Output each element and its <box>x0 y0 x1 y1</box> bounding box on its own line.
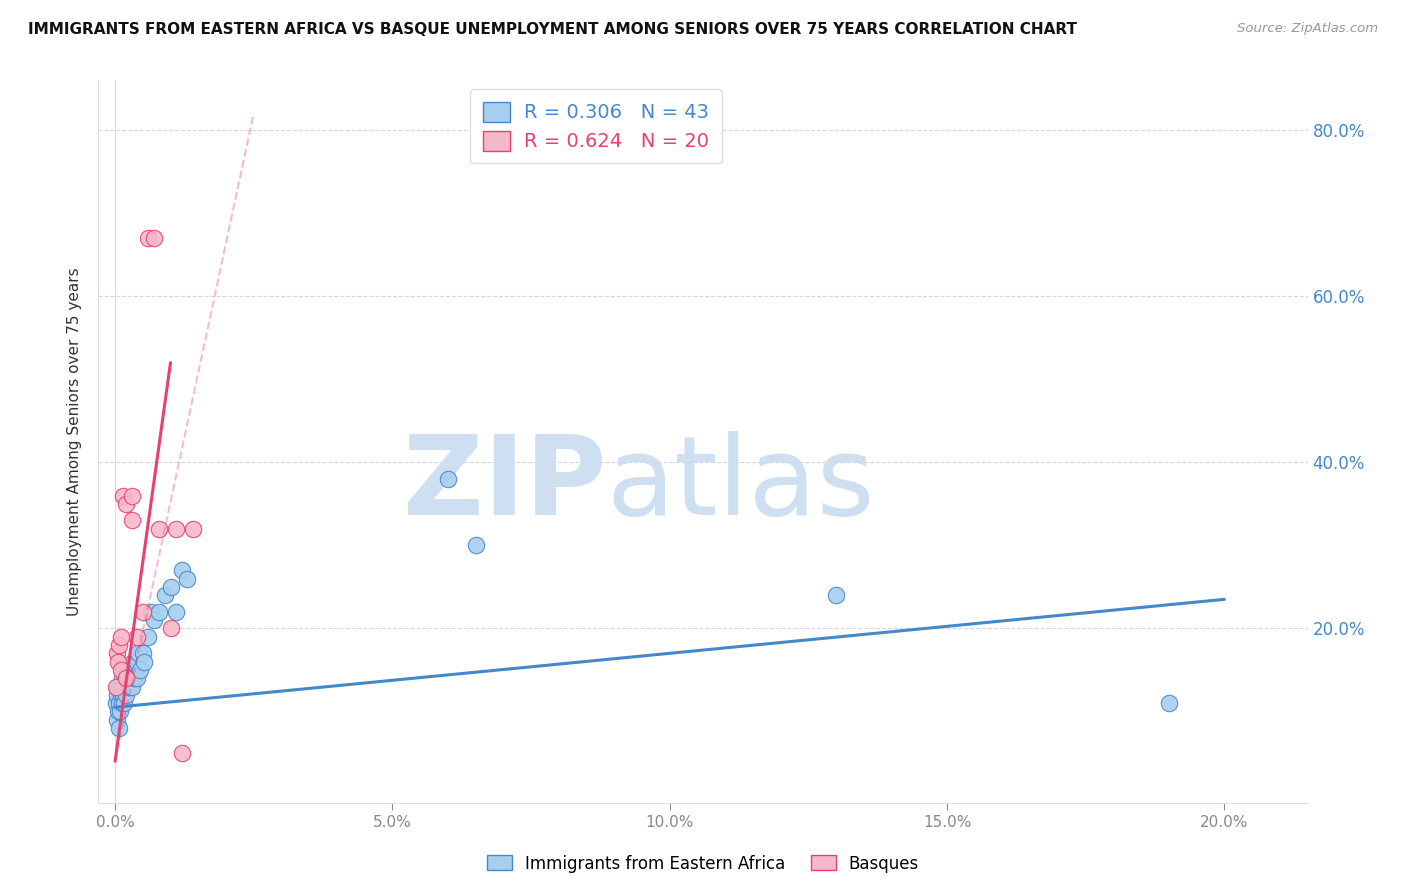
Point <box>159 580 181 594</box>
Point <box>132 605 155 619</box>
Point <box>110 680 132 694</box>
Point <box>110 688 132 702</box>
Point <box>127 630 149 644</box>
Point <box>108 721 131 735</box>
Point <box>117 663 139 677</box>
Point <box>437 472 460 486</box>
Point <box>112 680 135 694</box>
Point <box>170 563 193 577</box>
Point <box>148 522 170 536</box>
Point <box>105 696 128 710</box>
Point <box>1157 696 1180 710</box>
Point <box>115 688 138 702</box>
Legend: R = 0.306   N = 43, R = 0.624   N = 20: R = 0.306 N = 43, R = 0.624 N = 20 <box>470 89 723 163</box>
Point <box>825 588 848 602</box>
Text: IMMIGRANTS FROM EASTERN AFRICA VS BASQUE UNEMPLOYMENT AMONG SENIORS OVER 75 YEAR: IMMIGRANTS FROM EASTERN AFRICA VS BASQUE… <box>28 22 1077 37</box>
Point <box>107 680 129 694</box>
Point <box>107 655 129 669</box>
Point <box>105 688 128 702</box>
Point <box>132 646 155 660</box>
Point <box>148 605 170 619</box>
Point <box>127 646 149 660</box>
Text: atlas: atlas <box>606 432 875 539</box>
Point <box>115 671 138 685</box>
Point <box>132 655 155 669</box>
Point <box>108 696 131 710</box>
Point <box>108 705 131 719</box>
Y-axis label: Unemployment Among Seniors over 75 years: Unemployment Among Seniors over 75 years <box>67 268 83 615</box>
Point <box>110 630 132 644</box>
Point <box>176 572 198 586</box>
Point <box>105 680 128 694</box>
Point <box>115 497 138 511</box>
Point <box>121 513 143 527</box>
Point <box>107 705 129 719</box>
Point <box>121 655 143 669</box>
Point <box>108 638 131 652</box>
Point <box>138 231 160 245</box>
Point <box>112 696 135 710</box>
Point <box>121 489 143 503</box>
Point <box>127 655 149 669</box>
Point <box>170 746 193 760</box>
Point <box>121 663 143 677</box>
Point <box>105 713 128 727</box>
Point <box>111 688 134 702</box>
Text: ZIP: ZIP <box>404 432 606 539</box>
Point <box>165 605 187 619</box>
Point <box>138 630 160 644</box>
Point <box>124 671 146 685</box>
Point <box>139 605 162 619</box>
Point <box>105 646 128 660</box>
Point <box>142 231 165 245</box>
Point <box>153 588 176 602</box>
Point <box>159 621 181 635</box>
Point <box>111 696 134 710</box>
Point <box>181 522 204 536</box>
Point <box>115 671 138 685</box>
Point <box>114 671 136 685</box>
Point <box>121 680 143 694</box>
Point <box>111 671 134 685</box>
Text: Source: ZipAtlas.com: Source: ZipAtlas.com <box>1237 22 1378 36</box>
Point <box>112 489 135 503</box>
Point <box>127 671 149 685</box>
Point <box>464 538 486 552</box>
Point <box>129 663 152 677</box>
Point <box>110 663 132 677</box>
Point <box>142 613 165 627</box>
Point <box>118 680 141 694</box>
Legend: Immigrants from Eastern Africa, Basques: Immigrants from Eastern Africa, Basques <box>481 848 925 880</box>
Point <box>165 522 187 536</box>
